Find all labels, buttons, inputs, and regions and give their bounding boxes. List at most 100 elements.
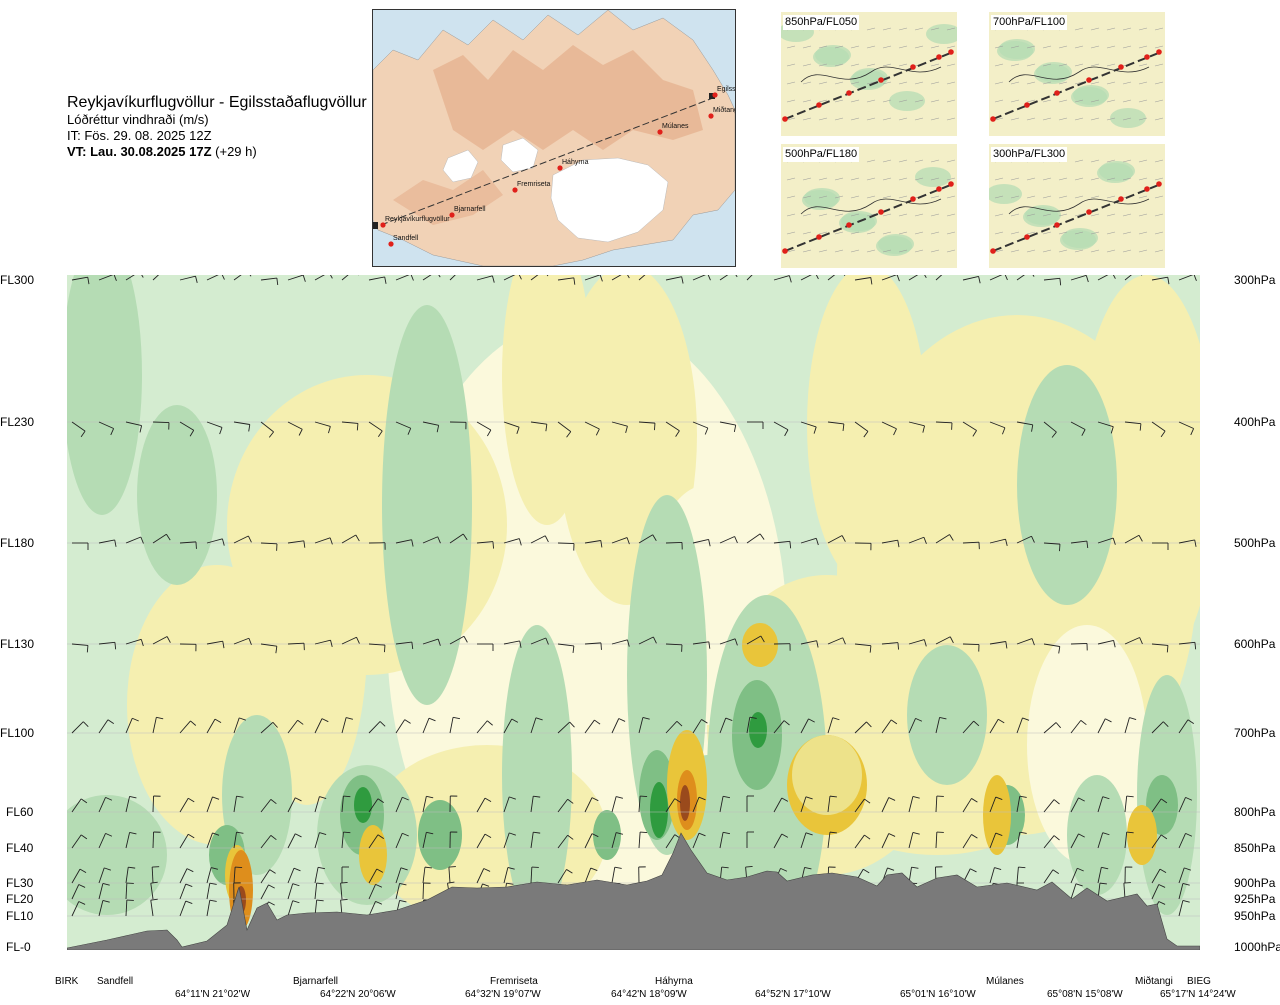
route-map: Reykjavíkurflugvöllur Sandfell Bjarnarfell… <box>372 9 736 267</box>
wind-barb <box>1151 643 1169 653</box>
wind-barb <box>260 721 278 734</box>
wind-barb <box>1016 638 1035 646</box>
wind-barb <box>665 798 681 813</box>
wind-barb <box>881 539 900 548</box>
location-label: Sandfell <box>97 976 134 987</box>
wind-barb <box>449 635 468 645</box>
velocity-contour <box>1017 365 1117 605</box>
wind-barb <box>422 536 441 544</box>
wind-barb <box>1097 537 1116 545</box>
wind-barb <box>692 421 709 435</box>
mini-map-700: 700hPa/FL100 <box>989 12 1165 136</box>
wind-barb <box>71 798 88 813</box>
wind-barb <box>584 719 601 734</box>
location-label: BIRK <box>55 976 79 987</box>
coordinate-label: 64°42'N 18°09'W <box>611 989 687 1000</box>
wind-barb <box>314 832 327 849</box>
wind-barb <box>368 643 386 653</box>
velocity-contour <box>137 405 217 585</box>
wind-barb <box>314 537 333 545</box>
wind-barb <box>125 638 144 647</box>
wind-barb <box>206 796 220 813</box>
wind-barb <box>503 718 519 734</box>
wind-barb <box>179 541 197 549</box>
wind-barb <box>1124 717 1137 734</box>
wind-barb <box>962 798 978 813</box>
wind-barb <box>449 795 458 813</box>
wind-barb <box>1151 868 1167 884</box>
wind-barb <box>584 421 600 436</box>
wind-barb <box>1043 542 1061 552</box>
wind-barb <box>152 716 164 734</box>
wind-barb <box>530 866 539 884</box>
wind-barb <box>98 867 111 884</box>
level-fl-label: FL10 <box>6 909 34 923</box>
glacier-vatnajokull <box>550 157 669 243</box>
wind-barb <box>206 832 220 849</box>
wind-barb <box>287 421 303 436</box>
wind-barb <box>530 637 549 645</box>
wind-barb <box>287 883 300 900</box>
wind-barb <box>1151 884 1166 900</box>
valid-offset: (+29 h) <box>215 144 257 159</box>
wind-barb <box>962 643 980 652</box>
wind-barb <box>692 796 706 813</box>
wind-barb <box>1097 639 1116 648</box>
wind-barb <box>71 276 90 285</box>
wind-barb <box>1016 831 1027 849</box>
wind-barb <box>854 421 869 438</box>
wind-barb <box>557 277 576 285</box>
valid-time-line: VT: Lau. 30.08.2025 17Z (+29 h) <box>67 144 367 160</box>
wind-barb <box>530 421 548 432</box>
cross-section-svg <box>47 225 1217 955</box>
wind-barb <box>476 797 492 813</box>
wind-barb <box>692 832 706 849</box>
mini-map-850: 850hPa/FL050 <box>781 12 957 136</box>
wind-barb <box>287 867 301 884</box>
wind-barb <box>125 831 137 849</box>
wind-barb <box>1097 832 1110 849</box>
wind-barb <box>1070 797 1085 813</box>
wind-barb <box>584 274 603 282</box>
wind-barb <box>854 643 872 653</box>
wind-barb <box>314 882 324 900</box>
wind-barb <box>98 273 117 281</box>
wind-barb <box>287 540 306 548</box>
coordinate-label: 64°11'N 21°02'W <box>175 989 251 1000</box>
wind-barb <box>233 866 243 884</box>
wind-barb <box>314 718 329 734</box>
relief-south <box>393 170 503 225</box>
wind-barb <box>260 643 278 654</box>
level-fl-label: FL180 <box>0 536 35 550</box>
wind-barb <box>1151 798 1168 813</box>
wind-barb <box>206 718 222 734</box>
wind-barb <box>881 833 896 849</box>
wind-barb <box>395 882 407 900</box>
wind-barb <box>287 719 304 734</box>
wind-barb <box>233 717 246 734</box>
wind-barb <box>1178 832 1193 849</box>
wind-barb <box>1043 722 1062 734</box>
wind-barb <box>422 882 431 900</box>
wind-barb <box>584 540 603 548</box>
wind-barb <box>476 541 494 549</box>
wind-barb <box>1070 421 1086 436</box>
wind-barb <box>260 421 274 438</box>
wind-barb <box>98 641 117 650</box>
wind-barb <box>233 535 252 544</box>
wind-barb <box>368 421 383 438</box>
level-hpa-label: 500hPa <box>1234 536 1276 550</box>
wind-barb <box>71 721 89 734</box>
route-point-label: Fremriseta <box>517 181 551 188</box>
route-point-dot <box>512 187 518 193</box>
wind-barb <box>908 639 927 647</box>
route-point-dot <box>557 165 563 171</box>
wind-barb <box>746 716 757 734</box>
wind-barb <box>98 719 115 734</box>
coordinate-label: 65°17'N 14°24'W <box>1160 989 1236 1000</box>
level-fl-label: FL230 <box>0 415 35 429</box>
wind-barb <box>368 798 385 813</box>
route-point-dot <box>449 212 455 218</box>
wind-barb <box>260 835 277 849</box>
wind-barb <box>530 795 541 813</box>
